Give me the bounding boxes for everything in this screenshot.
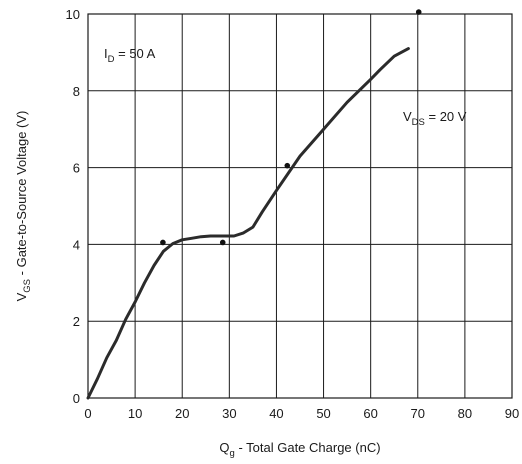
anno-vds-rest: = 20 V (425, 109, 467, 124)
x-tick-label: 60 (363, 406, 377, 421)
gate-charge-curve (86, 47, 410, 400)
y-axis-title-sub: GS (22, 279, 33, 293)
x-tick-label: 10 (128, 406, 142, 421)
y-tick-label: 8 (73, 84, 80, 99)
x-axis-title-main: Q (219, 440, 229, 455)
data-marker (415, 9, 422, 15)
y-tick-labels: 0 2 4 6 8 10 (66, 7, 80, 406)
y-tick-label: 6 (73, 161, 80, 176)
x-tick-label: 80 (458, 406, 472, 421)
plot-frame (87, 13, 513, 399)
anno-id-rest: = 50 A (115, 46, 156, 61)
y-tick-label: 0 (73, 391, 80, 406)
anno-id-sub: D (108, 54, 115, 65)
x-axis-title-sub: g (230, 448, 235, 459)
anno-id-main: I (104, 46, 108, 61)
y-tick-label: 2 (73, 314, 80, 329)
y-axis-title: VGS - Gate-to-Source Voltage (V) (14, 111, 33, 302)
anno-vds-sub: DS (412, 117, 425, 128)
y-tick-label: 10 (66, 7, 80, 22)
x-tick-label: 20 (175, 406, 189, 421)
x-tick-label: 40 (269, 406, 283, 421)
annotation-vds-voltage: VDS = 20 V (403, 109, 467, 128)
grid (87, 13, 513, 399)
y-tick-label: 4 (73, 237, 80, 252)
x-tick-label: 70 (411, 406, 425, 421)
data-marker (160, 239, 166, 246)
y-axis-title-rest: - Gate-to-Source Voltage (V) (14, 111, 29, 279)
anno-vds-main: V (403, 109, 412, 124)
annotation-id-current: ID = 50 A (104, 46, 156, 65)
x-axis-title-rest: - Total Gate Charge (nC) (235, 440, 381, 455)
data-markers (160, 9, 422, 246)
data-marker (219, 239, 226, 246)
x-tick-label: 50 (316, 406, 330, 421)
data-marker (284, 162, 291, 169)
x-tick-labels: 0 10 20 30 40 50 60 70 80 90 (84, 406, 519, 421)
x-tick-label: 30 (222, 406, 236, 421)
x-tick-label: 90 (505, 406, 519, 421)
x-axis-title: Qg - Total Gate Charge (nC) (219, 440, 380, 459)
x-tick-label: 0 (84, 406, 91, 421)
y-axis-title-main: V (14, 292, 29, 301)
